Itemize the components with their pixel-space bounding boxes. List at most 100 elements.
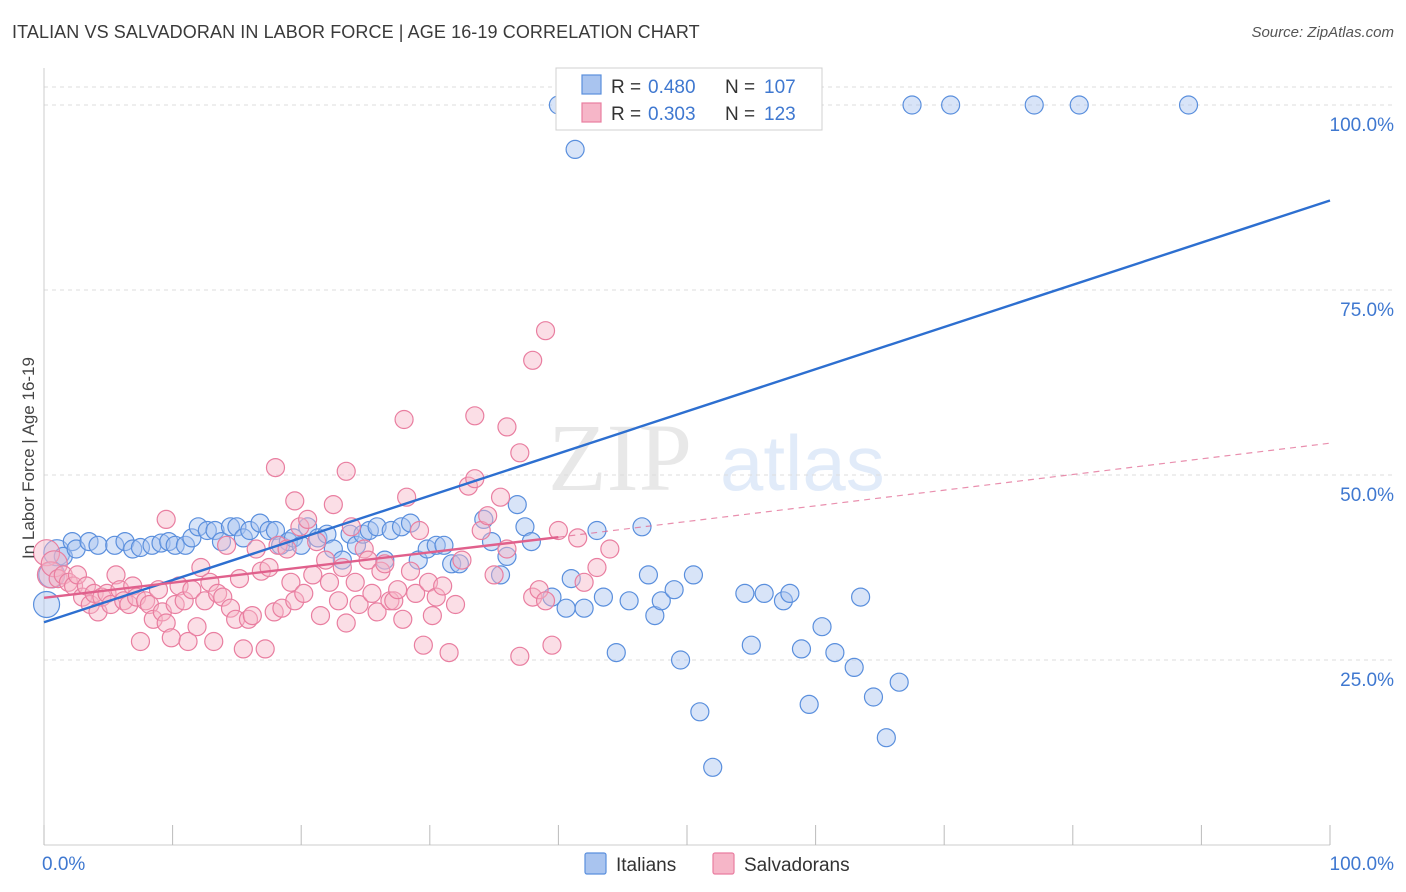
point-italians — [812, 617, 832, 637]
watermark-atlas: atlas — [720, 419, 885, 507]
legend-swatch-italians — [584, 852, 607, 875]
point-italians — [426, 535, 446, 555]
point-salvadorans — [238, 609, 259, 629]
point-italians — [490, 565, 511, 585]
point-salvadorans — [523, 350, 543, 370]
point-salvadorans — [255, 639, 275, 659]
point-italians — [259, 520, 279, 541]
point-salvadorans — [478, 506, 498, 526]
watermark-zip: ZIP — [548, 404, 692, 511]
point-italians — [332, 550, 352, 570]
point-italians — [844, 657, 864, 678]
point-salvadorans — [445, 594, 466, 615]
point-italians — [1069, 95, 1089, 115]
point-salvadorans — [130, 631, 151, 652]
trend-line-salvadorans — [43, 535, 559, 600]
point-salvadorans — [600, 539, 620, 559]
point-italians — [606, 642, 626, 663]
point-italians — [876, 728, 896, 748]
point-salvadorans — [568, 528, 588, 548]
point-italians — [593, 587, 614, 607]
stats-r-value-italians: 0.480 — [648, 77, 696, 98]
point-italians — [780, 583, 800, 604]
point-salvadorans — [156, 509, 176, 530]
watermark: ZIP atlas — [548, 404, 885, 511]
point-italians — [889, 672, 909, 692]
trend-line-italians — [43, 199, 1331, 624]
point-salvadorans — [303, 565, 323, 585]
point-italians — [863, 687, 884, 707]
legend-label-italians: Italians — [616, 855, 676, 876]
legend-label-salvadorans: Salvadorans — [744, 855, 850, 876]
point-salvadorans — [426, 587, 446, 607]
point-salvadorans — [48, 568, 68, 589]
point-salvadorans — [548, 520, 569, 541]
point-salvadorans — [208, 583, 228, 604]
point-salvadorans — [204, 631, 224, 652]
point-salvadorans — [452, 550, 472, 570]
stats-r-label-salvadorans: R = — [611, 104, 641, 125]
point-italians — [791, 639, 812, 659]
chart-title: ITALIAN VS SALVADORAN IN LABOR FORCE | A… — [12, 22, 700, 42]
point-italians — [165, 535, 185, 555]
point-salvadorans — [242, 605, 262, 626]
point-salvadorans — [384, 591, 404, 611]
point-italians — [851, 587, 871, 607]
stats-n-value-italians: 107 — [764, 77, 796, 98]
point-salvadorans — [409, 520, 430, 541]
point-salvadorans — [135, 591, 156, 611]
point-salvadorans — [354, 539, 374, 559]
point-salvadorans — [187, 617, 207, 637]
point-italians — [182, 528, 202, 548]
point-italians — [619, 591, 639, 611]
point-salvadorans — [259, 557, 279, 578]
point-italians — [474, 509, 494, 530]
y-tick-label: 75.0% — [1340, 300, 1394, 321]
point-salvadorans — [433, 576, 453, 596]
point-salvadorans — [394, 409, 414, 430]
point-salvadorans — [114, 591, 134, 611]
point-salvadorans — [213, 587, 233, 607]
point-salvadorans — [484, 565, 504, 585]
point-italians — [683, 565, 704, 585]
legend-swatch-salvadorans — [712, 852, 735, 875]
point-italians — [240, 520, 260, 541]
point-italians — [587, 520, 607, 541]
point-salvadorans — [393, 609, 413, 629]
point-salvadorans — [422, 605, 442, 626]
point-salvadorans — [285, 491, 305, 511]
point-italians — [1178, 95, 1199, 115]
point-italians — [88, 535, 108, 555]
point-italians — [265, 520, 286, 541]
point-italians — [197, 520, 217, 541]
point-salvadorans — [535, 591, 556, 611]
point-italians — [205, 520, 225, 541]
point-salvadorans — [233, 639, 253, 659]
point-italians — [632, 517, 652, 537]
point-salvadorans — [106, 565, 126, 585]
stats-swatch-salvadorans — [581, 102, 602, 123]
point-salvadorans — [319, 572, 340, 592]
point-salvadorans — [418, 572, 439, 592]
point-italians — [497, 546, 517, 567]
point-salvadorans — [406, 583, 426, 604]
point-italians — [651, 591, 671, 611]
point-italians — [233, 528, 253, 548]
point-italians — [690, 702, 710, 722]
point-italians — [561, 568, 581, 589]
point-italians — [151, 533, 171, 553]
point-italians — [507, 495, 527, 515]
point-salvadorans — [328, 591, 349, 611]
point-salvadorans — [362, 583, 382, 604]
point-salvadorans — [388, 580, 408, 600]
point-italians — [902, 95, 922, 115]
stats-n-value-salvadorans: 123 — [764, 104, 796, 125]
stats-legend: R = 0.480 N = 107 R = 0.303 N = 123 — [555, 67, 823, 131]
point-salvadorans — [574, 572, 594, 592]
point-italians — [638, 565, 659, 585]
point-italians — [442, 554, 462, 574]
y-axis-label: In Labor Force | Age 16-19 — [19, 357, 38, 559]
point-salvadorans — [535, 321, 556, 341]
point-salvadorans — [400, 561, 421, 581]
